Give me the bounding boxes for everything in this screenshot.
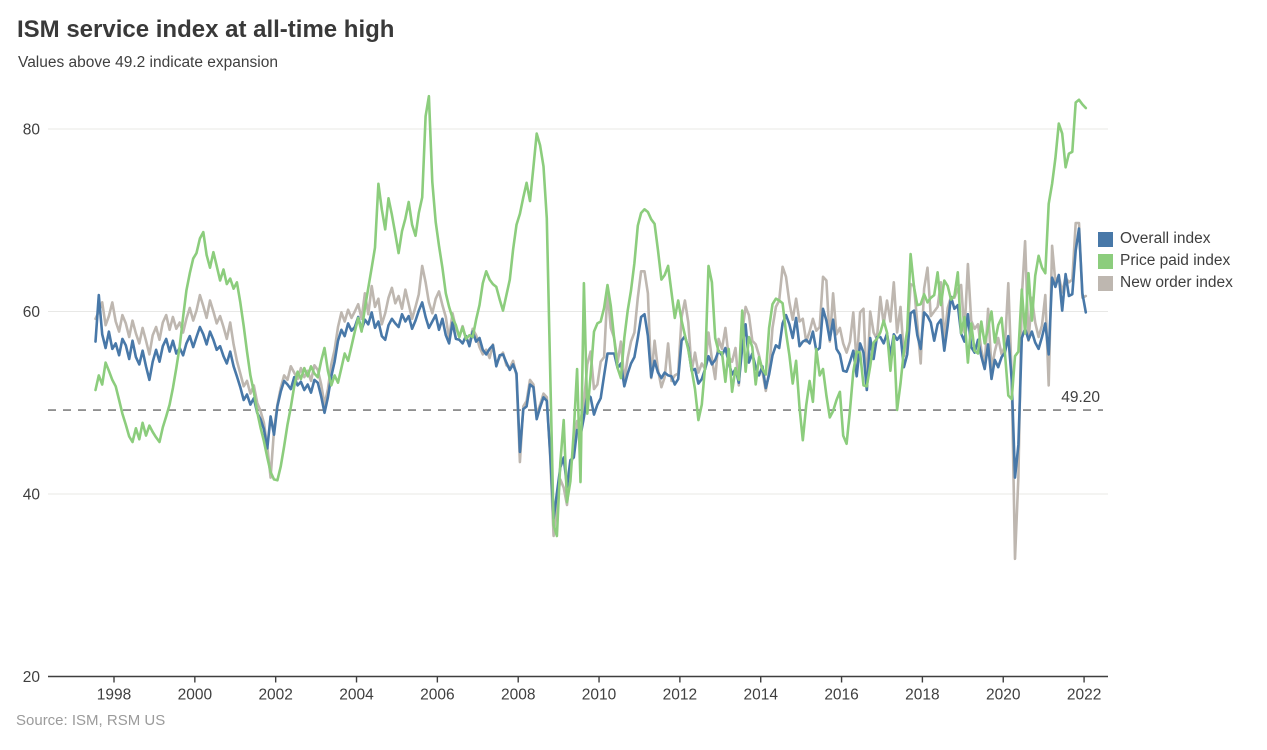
x-axis-tick-label: 1998 xyxy=(97,687,131,704)
x-axis-tick-label: 2006 xyxy=(420,687,454,704)
x-axis-tick-label: 2022 xyxy=(1067,687,1101,704)
legend-label: Overall index xyxy=(1120,230,1211,247)
legend-label: New order index xyxy=(1120,274,1233,291)
chart-title: ISM service index at all-time high xyxy=(17,16,395,43)
y-axis-tick-label: 40 xyxy=(23,487,41,504)
legend: Overall index Price paid index New order… xyxy=(1098,228,1233,294)
x-axis-tick-label: 2014 xyxy=(743,687,778,704)
x-axis-tick-label: 2010 xyxy=(582,687,617,704)
legend-item-price-paid-index: Price paid index xyxy=(1098,250,1233,272)
x-axis-tick-label: 2000 xyxy=(178,687,213,704)
legend-item-new-order-index: New order index xyxy=(1098,272,1233,294)
threshold-label: 49.20 xyxy=(1061,389,1100,406)
x-axis-tick-label: 2008 xyxy=(501,687,535,704)
x-axis-tick-label: 2012 xyxy=(663,687,697,704)
new-order-index-swatch-icon xyxy=(1098,275,1113,291)
price-paid-index-line xyxy=(94,94,1088,538)
x-axis-tick-label: 2016 xyxy=(824,687,858,704)
legend-item-overall-index: Overall index xyxy=(1098,228,1233,250)
overall-index-line xyxy=(94,227,1088,520)
x-axis-tick-label: 2002 xyxy=(258,687,292,704)
source-note: Source: ISM, RSM US xyxy=(16,712,166,729)
y-axis-tick-label: 20 xyxy=(23,669,41,686)
y-axis-tick-label: 80 xyxy=(23,122,41,139)
y-axis-tick-label: 60 xyxy=(23,304,41,321)
chart-subtitle: Values above 49.2 indicate expansion xyxy=(18,54,278,71)
x-axis-tick-label: 2020 xyxy=(986,687,1021,704)
price-paid-index-swatch-icon xyxy=(1098,253,1113,269)
overall-index-swatch-icon xyxy=(1098,231,1113,247)
new-order-index-line xyxy=(94,221,1088,561)
legend-label: Price paid index xyxy=(1120,252,1231,269)
x-axis-tick-label: 2018 xyxy=(905,687,939,704)
x-axis-tick-label: 2004 xyxy=(339,687,374,704)
